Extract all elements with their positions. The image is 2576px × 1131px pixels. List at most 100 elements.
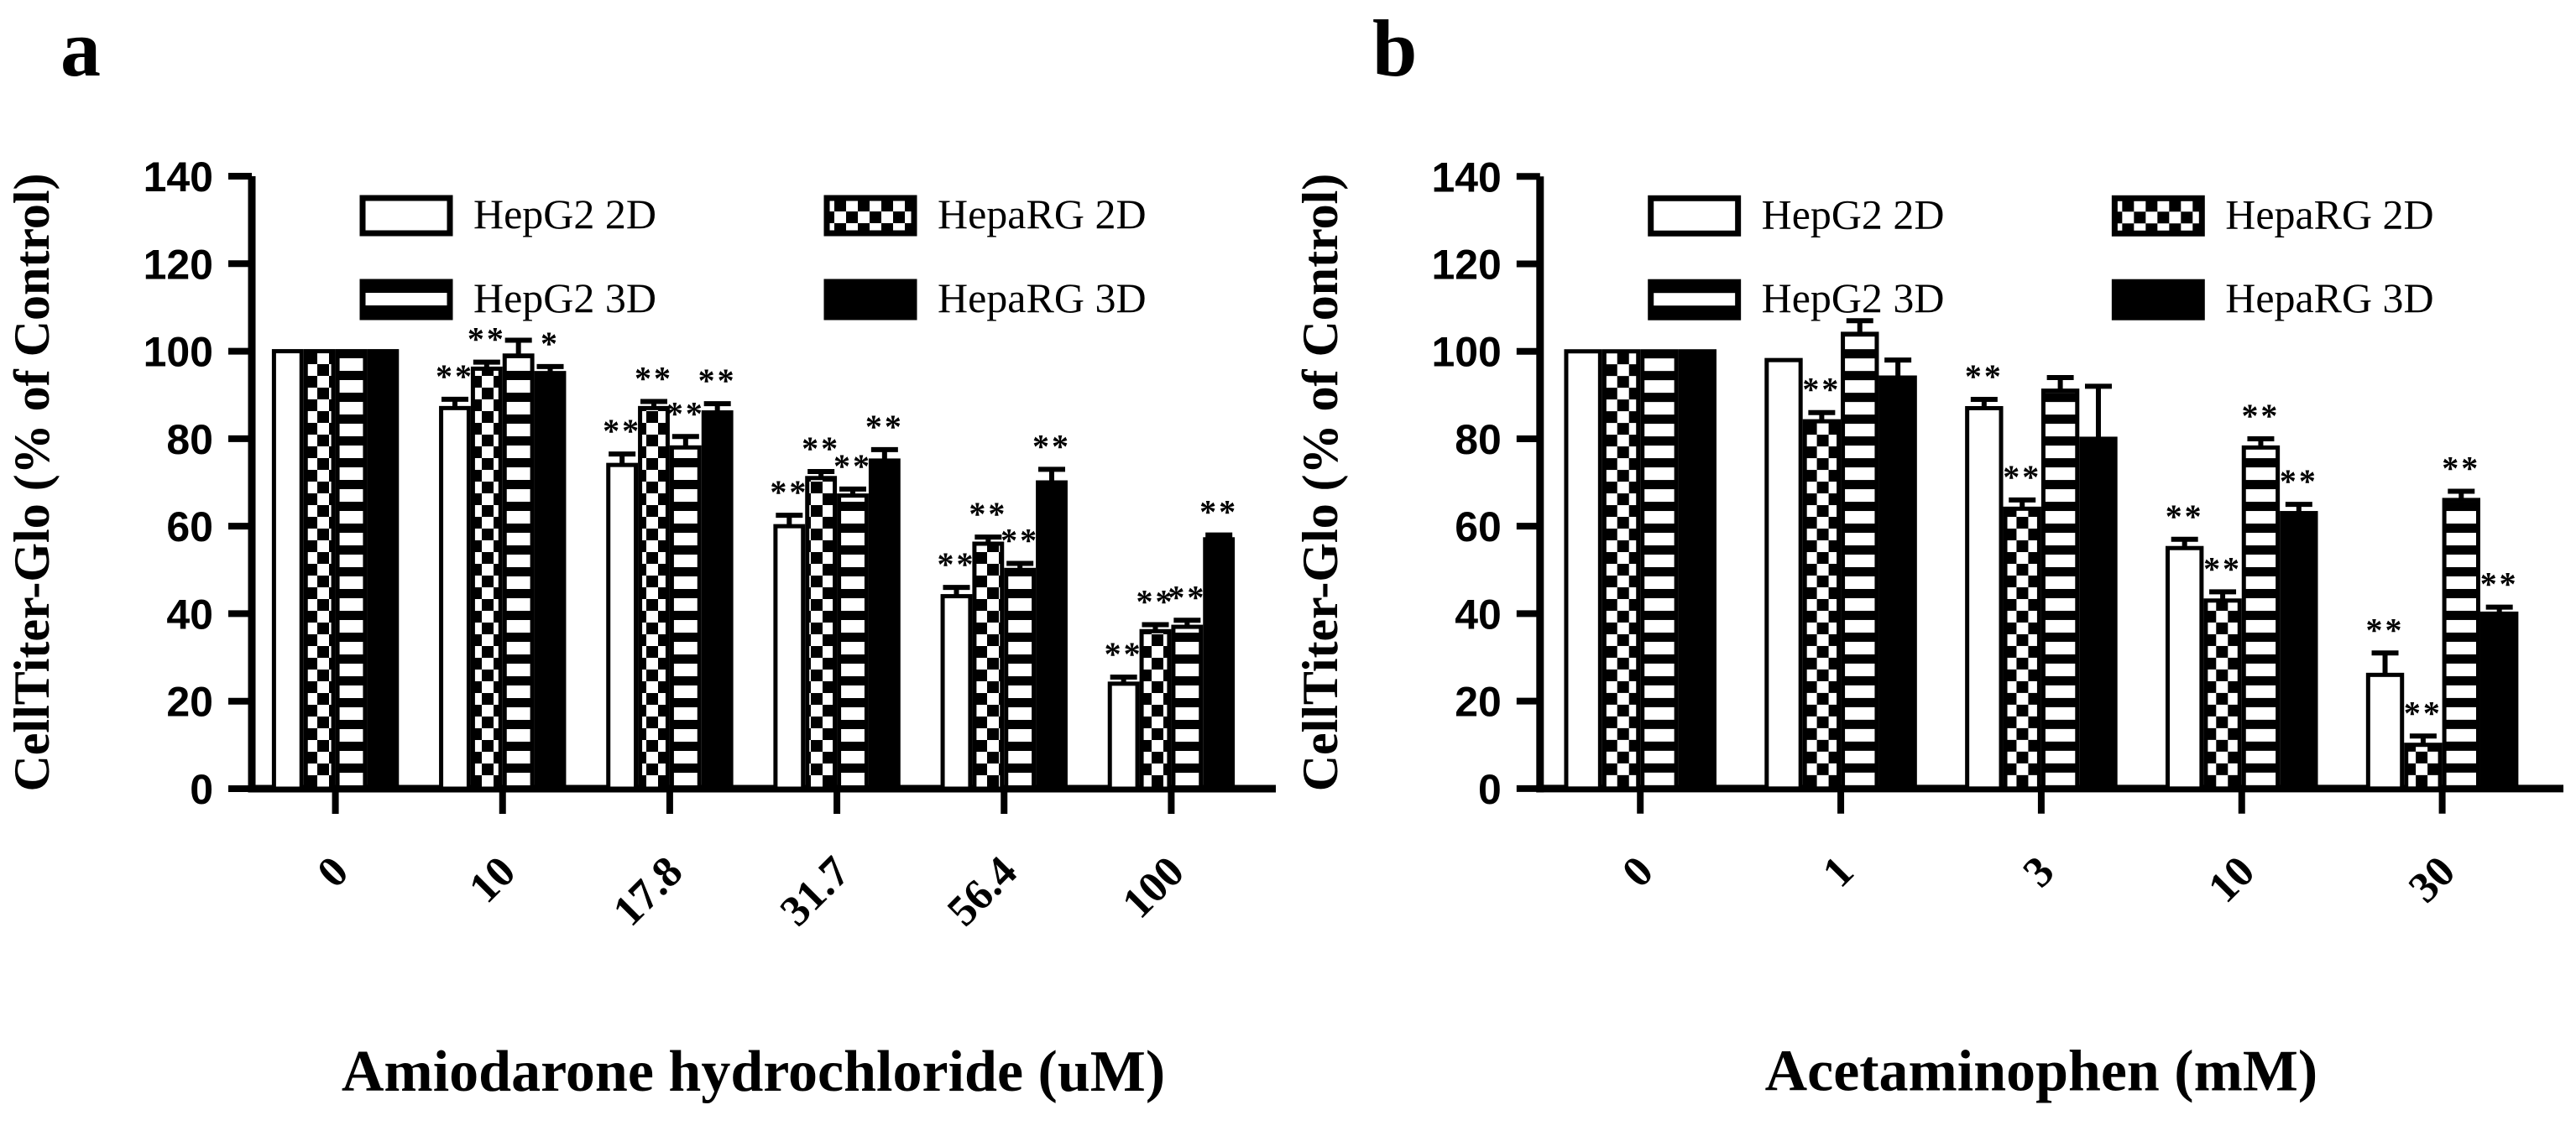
bar-heparg-3d: [1678, 349, 1716, 791]
x-tick-label: 30: [2400, 847, 2464, 912]
y-tick-label: 140: [144, 154, 213, 201]
bar-hepg2-2d: [1564, 349, 1602, 791]
x-tick-label: 10: [2199, 847, 2264, 912]
significance-marker: **: [1136, 582, 1174, 620]
bar-hepg2-3d: [2241, 445, 2281, 791]
bar-heparg-3d: [2079, 436, 2118, 791]
y-tick-label: 40: [1455, 591, 1502, 638]
bar-hepg2-2d: [2365, 672, 2405, 791]
significance-marker: **: [2003, 458, 2041, 496]
bar-hepg2-2d: [940, 594, 973, 791]
bar-hepg2-3d: [1841, 331, 1879, 791]
x-tick-label: 0: [308, 847, 358, 897]
legend-label-hepg2-3d: HepG2 3D: [473, 274, 656, 321]
x-tick-label: 31.7: [771, 847, 860, 936]
bar-hepg2-3d: [837, 493, 869, 791]
bar-heparg-2d: [2404, 743, 2443, 791]
y-tick-label: 0: [190, 766, 213, 813]
y-tick-label: 60: [1455, 503, 1502, 550]
significance-marker: **: [802, 430, 840, 467]
significance-marker: **: [468, 321, 506, 358]
legend-label-heparg-2d: HepaRG 2D: [2225, 190, 2433, 237]
legend-key-hepg2-3d: [359, 279, 453, 321]
bar-heparg-3d: [701, 410, 734, 791]
bar-heparg-2d: [2203, 598, 2242, 791]
y-tick-label: 120: [144, 241, 213, 288]
y-tick-label: 60: [166, 503, 213, 550]
bar-hepg2-3d: [1171, 624, 1204, 791]
legend-label-hepg2-2d: HepG2 2D: [473, 190, 656, 237]
y-tick-label: 40: [166, 591, 213, 638]
bar-heparg-3d: [868, 458, 901, 791]
legend-key-heparg-2d: [823, 195, 917, 237]
y-tick-label: 140: [1431, 154, 1501, 201]
legend-key-heparg-3d: [2111, 279, 2205, 321]
bar-heparg-2d: [805, 476, 838, 791]
bar-hepg2-3d: [502, 353, 535, 791]
significance-marker: **: [1199, 493, 1238, 531]
legend-label-heparg-2d: HepaRG 2D: [938, 190, 1147, 237]
significance-marker: **: [1168, 578, 1206, 616]
bar-hepg2-2d: [1107, 681, 1140, 791]
bar-heparg-3d: [367, 349, 400, 791]
legend-key-hepg2-2d: [359, 195, 453, 237]
bar-heparg-3d: [1036, 480, 1068, 791]
significance-marker: **: [635, 360, 673, 398]
bar-heparg-2d: [1802, 419, 1842, 791]
significance-marker: **: [2280, 462, 2318, 500]
x-tick-label: 56.4: [938, 847, 1027, 936]
bar-hepg2-3d: [2040, 388, 2080, 791]
bar-heparg-2d: [972, 541, 1005, 791]
bar-hepg2-2d: [1965, 405, 2004, 791]
significance-marker: **: [969, 495, 1007, 533]
bar-heparg-2d: [2003, 506, 2041, 791]
x-axis-title: Amiodarone hydrochloride (uM): [342, 1040, 1165, 1104]
legend-key-heparg-3d: [823, 279, 917, 321]
significance-marker: **: [2241, 397, 2280, 435]
panel-b-letter: b: [1372, 3, 1418, 93]
legend-label-heparg-3d: HepaRG 3D: [938, 274, 1147, 321]
y-tick-label: 100: [144, 329, 213, 376]
bar-hepg2-3d: [669, 445, 702, 791]
significance-marker: **: [1965, 357, 2004, 395]
significance-marker: **: [1105, 635, 1143, 673]
bar-hepg2-2d: [271, 349, 304, 791]
significance-marker: **: [770, 473, 808, 511]
x-tick-label: 1: [1814, 847, 1863, 897]
y-tick-label: 80: [166, 416, 213, 463]
y-axis-title: CellTiter-Glo (% of Control): [4, 173, 60, 791]
panel-a: a 0 20 40 60 80 100 120 140 0 10 ** ** * 17.8 ** ** ** **…: [4, 3, 1276, 1104]
y-tick-label: 20: [166, 679, 213, 726]
legend-key-heparg-2d: [2111, 195, 2205, 237]
significance-marker: **: [865, 408, 904, 446]
significance-marker: **: [666, 394, 705, 432]
y-tick-label: 0: [1478, 766, 1502, 813]
legend-label-hepg2-2d: HepG2 2D: [1762, 190, 1945, 237]
bar-hepg2-2d: [1764, 357, 1803, 791]
bar-hepg2-3d: [1004, 567, 1037, 791]
bar-hepg2-2d: [773, 524, 806, 791]
y-tick-label: 100: [1431, 329, 1501, 376]
panel-b: b 0 20 40 60 80 100 120 140 0 1 ** 3 ** ** 10 ** ** ** ** 3…: [1288, 0, 2576, 1131]
y-tick-label: 20: [1455, 679, 1502, 726]
bar-heparg-3d: [1203, 537, 1236, 791]
x-tick-label: 17.8: [604, 847, 692, 936]
significance-marker: *: [541, 325, 560, 362]
significance-marker: **: [1032, 427, 1071, 465]
x-tick-label: 100: [1113, 847, 1193, 927]
y-axis-title: CellTiter-Glo (% of Control): [1293, 174, 1348, 792]
bar-heparg-3d: [1878, 375, 1917, 791]
bar-heparg-2d: [638, 405, 670, 791]
bar-heparg-2d: [303, 349, 336, 791]
bar-hepg2-3d: [1640, 349, 1679, 791]
significance-marker: **: [2480, 566, 2519, 603]
legend-key-hepg2-3d: [1648, 279, 1742, 321]
significance-marker: **: [2366, 611, 2405, 649]
significance-marker: **: [937, 545, 975, 583]
x-tick-label: 10: [460, 847, 525, 912]
x-tick-label: 3: [2014, 847, 2064, 897]
legend-label-hepg2-3d: HepG2 3D: [1762, 274, 1945, 321]
significance-marker: **: [833, 447, 872, 485]
